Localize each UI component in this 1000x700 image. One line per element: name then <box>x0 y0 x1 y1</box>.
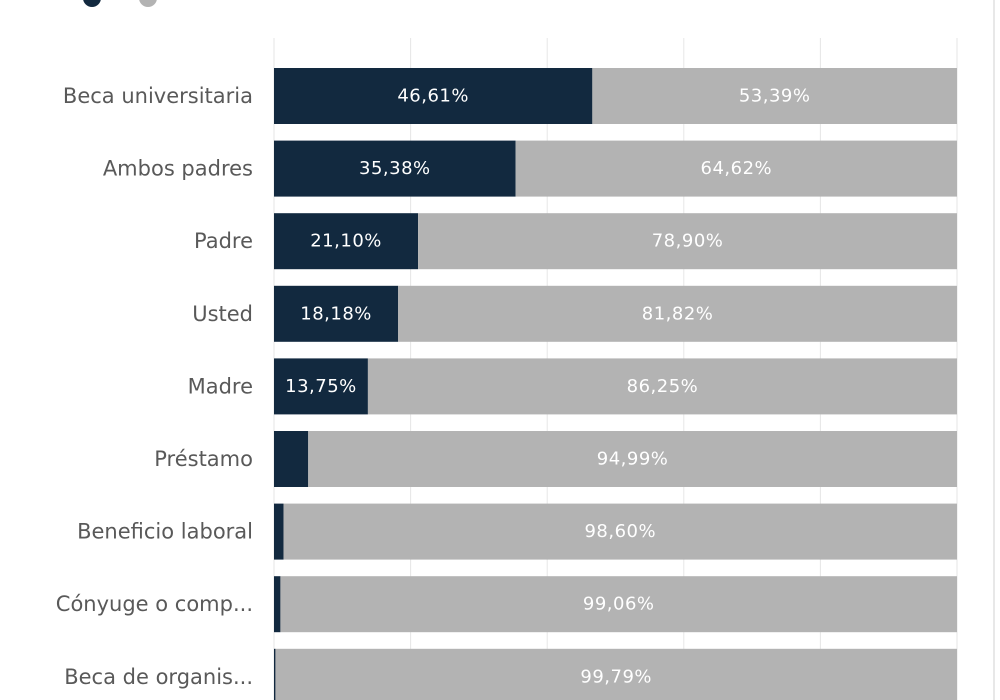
data-label: 21,10% <box>310 231 382 252</box>
category-label: Beca de organis... <box>64 665 253 689</box>
bar-segment-dark[interactable] <box>274 503 284 560</box>
bars: 46,61% 53,39% 35,38% 64,62% 21,10% 78,90% 18,1… <box>274 68 958 700</box>
category-label: Madre <box>188 374 253 398</box>
category-labels: Beca universitaria Ambos padres Padre Usted… <box>56 84 253 689</box>
bar-segment-gray[interactable] <box>283 503 957 560</box>
data-label: 98,60% <box>584 521 656 542</box>
data-label: 18,18% <box>300 303 372 324</box>
legend-marker-1[interactable] <box>83 0 101 7</box>
bar-segment-gray[interactable] <box>592 68 957 124</box>
bar-segment-dark[interactable] <box>274 648 276 700</box>
data-label: 35,38% <box>359 158 431 179</box>
data-label: 99,79% <box>580 666 652 687</box>
bar-segment-gray[interactable] <box>275 648 957 700</box>
data-label: 81,82% <box>642 303 714 324</box>
data-label: 53,39% <box>739 86 811 107</box>
bar-segment-dark[interactable] <box>274 140 516 197</box>
bar-segment-gray[interactable] <box>398 285 957 342</box>
bar-segment-dark[interactable] <box>274 285 399 342</box>
bar-segment-gray[interactable] <box>515 140 957 197</box>
bar-segment-dark[interactable] <box>274 213 419 270</box>
data-label: 64,62% <box>701 158 773 179</box>
bar-segment-dark[interactable] <box>274 431 309 487</box>
category-label: Padre <box>194 229 253 253</box>
bar-segment-dark[interactable] <box>274 358 368 415</box>
category-label: Cónyuge o comp... <box>56 592 253 616</box>
bar-segment-gray[interactable] <box>418 213 957 270</box>
data-label: 86,25% <box>627 376 699 397</box>
category-label: Beca universitaria <box>63 84 253 108</box>
legend[interactable] <box>83 0 157 7</box>
category-label: Ambos padres <box>103 157 253 181</box>
bar-segment-gray[interactable] <box>367 358 958 415</box>
category-label: Beneficio laboral <box>77 520 253 544</box>
data-label: 13,75% <box>285 376 357 397</box>
bar-segment-gray[interactable] <box>308 431 958 487</box>
data-label: 99,06% <box>583 594 655 615</box>
data-label: 46,61% <box>397 86 469 107</box>
category-label: Usted <box>192 302 253 326</box>
legend-marker-2[interactable] <box>139 0 157 7</box>
data-label: 94,99% <box>597 449 669 470</box>
data-label: 78,90% <box>652 231 724 252</box>
bar-segment-gray[interactable] <box>280 576 958 633</box>
bar-segment-dark[interactable] <box>274 576 281 633</box>
bar-segment-dark[interactable] <box>274 68 593 124</box>
category-label: Préstamo <box>154 447 253 471</box>
